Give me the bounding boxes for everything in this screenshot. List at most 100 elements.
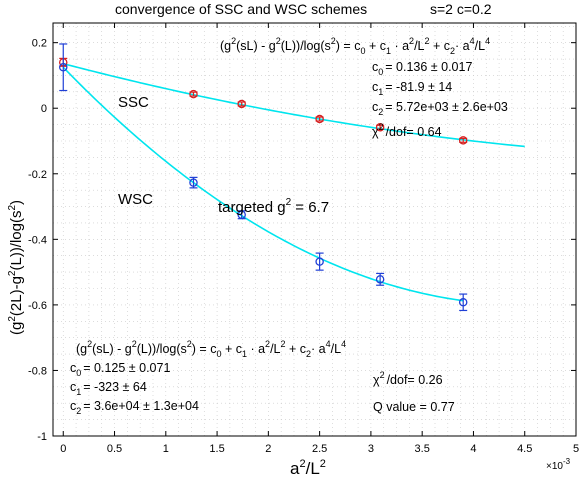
axis-ticks: 0 0.5 1 1.5 2 2.5 3 3.5 4 4.5 5 0.2 0 -0.2 -0.4 -0.6 -0.… — [28, 23, 579, 455]
ssc-fit-formula-part: 2 — [331, 36, 336, 46]
x-tick-label: 5 — [573, 443, 579, 455]
ssc-fit-formula-part: /L — [475, 39, 485, 53]
wsc-fit-formula-part: (g — [76, 342, 87, 356]
chart-title: convergence of SSC and WSC schemes — [115, 1, 367, 17]
ssc-fit-formula-part: + c — [430, 39, 451, 53]
ssc-fit-formula: (g2(sL) - g2(L))/log(s2) = c0 + c1 · a2/… — [220, 36, 490, 56]
wsc-fit-formula-part: /L — [331, 342, 341, 356]
targeted-g2-label: targeted g2 = 6.7 — [218, 197, 329, 216]
data-points — [59, 43, 468, 312]
wsc-fit-formula-part: 2 — [281, 339, 286, 349]
y-tick-label: -1 — [37, 431, 47, 443]
ssc-fit-formula-part: 2 — [231, 36, 236, 46]
wsc-q-value: Q value = 0.77 — [373, 400, 455, 414]
wsc-fit-formula-part: 2 — [132, 339, 137, 349]
x-tick-label: 1.5 — [209, 443, 224, 455]
x-tick-label: 2 — [265, 443, 271, 455]
ssc-fit-formula-part: 4 — [485, 36, 490, 46]
wsc-fit-formula-part: · a — [247, 342, 265, 356]
x-tick-label: 4 — [470, 443, 476, 455]
wsc-fit-formula-part: 2 — [265, 339, 270, 349]
data-point-ssc — [237, 99, 246, 109]
wsc-fit-formula-part: + c — [286, 342, 307, 356]
ssc-fit-formula-part: 0 — [360, 46, 365, 56]
ssc-c2: c2 = 5.72e+03 ± 2.6e+03 — [372, 100, 508, 117]
ssc-fit-formula-part: 1 — [386, 46, 391, 56]
wsc-fit-formula: (g2(sL) - g2(L))/log(s2) = c0 + c1 · a2/… — [76, 339, 346, 359]
y-tick-label: -0.6 — [28, 300, 47, 312]
wsc-fit-formula-part: 0 — [216, 349, 221, 359]
wsc-c2-part: = 3.6e+04 ± 1.3e+04 — [83, 399, 199, 413]
ssc-chi2-part: /dof= 0.64 — [386, 125, 442, 139]
wsc-c1: c1 = -323 ± 64 — [70, 380, 147, 397]
ssc-c0-part: = 0.136 ± 0.017 — [385, 60, 472, 74]
y-tick-label: -0.8 — [28, 365, 47, 377]
wsc-c0-part: 0 — [76, 368, 81, 378]
data-point-ssc — [189, 89, 198, 99]
x-axis-exponent: ×10-3 — [546, 457, 571, 472]
wsc-chi2-part: /dof= 0.26 — [387, 373, 443, 387]
wsc-chi2-part: χ — [373, 373, 380, 387]
ssc-fit-formula-part: 2 — [450, 46, 455, 56]
ssc-fit-formula-part: + c — [365, 39, 386, 53]
x-axis-label: a2/L2 — [290, 458, 326, 478]
fit-curve-wsc — [62, 66, 464, 302]
data-point-ssc — [458, 136, 468, 145]
data-point-wsc — [237, 210, 246, 219]
data-point-wsc — [375, 275, 385, 284]
wsc-c1-part: c — [70, 380, 76, 394]
ssc-fit-formula-part: (L))/log(s — [281, 39, 331, 53]
ssc-c0: c0 = 0.136 ± 0.017 — [372, 60, 472, 77]
wsc-fit-annotation: (g2(sL) - g2(L))/log(s2) = c0 + c1 · a2/… — [70, 339, 455, 416]
ssc-c1-part: 1 — [378, 87, 383, 97]
y-tick-label: 0.2 — [32, 38, 47, 50]
ssc-c2-part: = 5.72e+03 ± 2.6e+03 — [385, 100, 508, 114]
ssc-fit-formula-part: · a — [391, 39, 409, 53]
wsc-c2-part: 2 — [76, 406, 81, 416]
x-tick-label: 3.5 — [415, 443, 430, 455]
y-axis-label: (g2(2L)-g2(L))/log(s2) — [7, 200, 25, 335]
ssc-c0-part: c — [372, 60, 378, 74]
fit-curves — [62, 62, 525, 302]
wsc-chi2-part: 2 — [380, 370, 385, 380]
wsc-fit-formula-part: · a — [311, 342, 326, 356]
x-tick-label: 4.5 — [517, 443, 532, 455]
ssc-c2-part: 2 — [378, 107, 383, 117]
y-tick-label: -0.4 — [28, 234, 47, 246]
ssc-fit-annotation: (g2(sL) - g2(L))/log(s2) = c0 + c1 · a2/… — [220, 36, 508, 139]
wsc-c2: c2 = 3.6e+04 ± 1.3e+04 — [70, 399, 199, 416]
data-point-wsc — [189, 178, 198, 187]
wsc-c0: c0 = 0.125 ± 0.071 — [70, 361, 170, 378]
x-tick-label: 1 — [163, 443, 169, 455]
wsc-fit-formula-part: 4 — [341, 339, 346, 349]
ssc-fit-formula-part: 2 — [425, 36, 430, 46]
ssc-fit-formula-part: (sL) - g — [236, 39, 276, 53]
ssc-c1-part: c — [372, 80, 378, 94]
wsc-c1-part: 1 — [76, 387, 81, 397]
chart-title-params: s=2 c=0.2 — [430, 1, 492, 17]
plot-frame — [52, 22, 577, 437]
wsc-fit-formula-part: 1 — [242, 349, 247, 359]
wsc-c2-part: c — [70, 399, 76, 413]
ssc-chi2: χ2/dof= 0.64 — [372, 122, 442, 139]
wsc-fit-formula-part: ) = c — [192, 342, 217, 356]
wsc-fit-formula-part: (L))/log(s — [137, 342, 187, 356]
ssc-chi2-part: χ — [372, 125, 379, 139]
wsc-c0-part: c — [70, 361, 76, 375]
ssc-fit-formula-part: · a — [455, 39, 470, 53]
data-point-wsc — [59, 63, 68, 72]
ssc-fit-formula-part: 2 — [276, 36, 281, 46]
ssc-fit-formula-part: /L — [414, 39, 424, 53]
grid — [53, 23, 576, 436]
ssc-c1-part: = -81.9 ± 14 — [385, 80, 452, 94]
series-label-ssc: SSC — [118, 94, 149, 111]
ssc-c2-part: c — [372, 100, 378, 114]
x-tick-label: 0.5 — [107, 443, 122, 455]
y-tick-label: -0.2 — [28, 169, 47, 181]
ssc-fit-formula-part: 2 — [409, 36, 414, 46]
data-point-ssc — [315, 114, 324, 124]
wsc-c1-part: = -323 ± 64 — [83, 380, 147, 394]
series-label-wsc: WSC — [118, 191, 153, 208]
ssc-fit-formula-part: ) = c — [336, 39, 361, 53]
